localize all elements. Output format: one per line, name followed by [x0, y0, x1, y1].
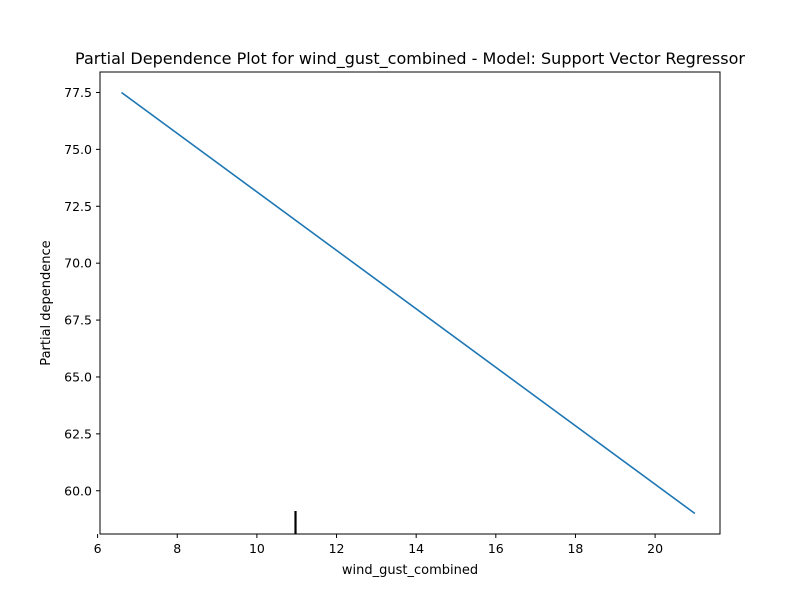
y-axis-label: Partial dependence: [39, 240, 54, 365]
x-tick-label: 12: [329, 541, 345, 556]
x-axis-label: wind_gust_combined: [342, 563, 478, 578]
y-tick-label: 77.5: [64, 85, 92, 100]
y-tick-label: 65.0: [64, 369, 92, 384]
y-tick-label: 62.5: [64, 426, 92, 441]
y-tick-label: 60.0: [64, 483, 92, 498]
x-tick-label: 18: [567, 541, 583, 556]
series-line: [121, 91, 696, 515]
x-tick-label: 10: [249, 541, 265, 556]
x-tick-label: 8: [173, 541, 181, 556]
x-tick-label: 20: [647, 541, 663, 556]
plot-frame: [99, 71, 721, 535]
x-tick-label: 6: [94, 541, 102, 556]
y-tick-label: 67.5: [64, 313, 92, 328]
y-axis: 60.0 62.5 65.0 67.5 70.0 72.5 75.0 77.5: [64, 85, 100, 498]
y-tick-label: 72.5: [64, 199, 92, 214]
x-tick-label: 16: [488, 541, 504, 556]
y-tick-label: 70.0: [64, 256, 92, 271]
y-tick-label: 75.0: [64, 142, 92, 157]
x-axis: 6 8 10 12 14 16 18 20: [94, 534, 663, 556]
chart-title: Partial Dependence Plot for wind_gust_co…: [75, 49, 745, 69]
series-layer: [121, 91, 696, 515]
x-tick-label: 14: [408, 541, 424, 556]
